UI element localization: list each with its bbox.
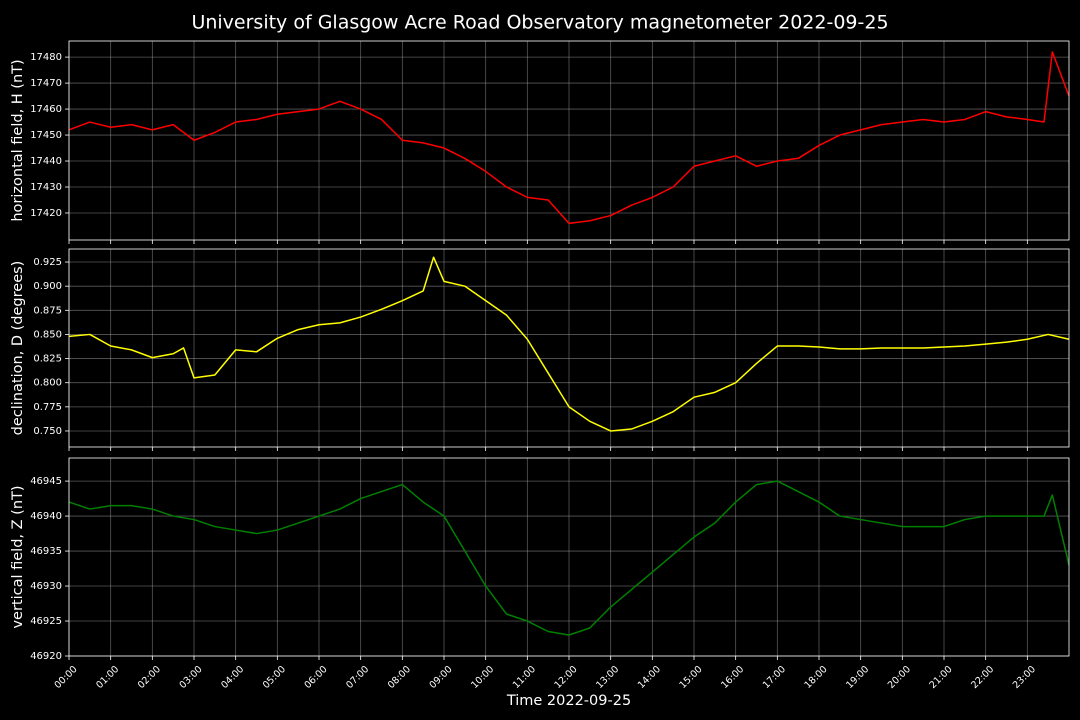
figure-title: University of Glasgow Acre Road Observat…	[191, 12, 888, 34]
axes-frame	[68, 457, 1070, 657]
y-axis-label: horizontal field, H (nT)	[10, 59, 26, 221]
y-tick-label: 0.775	[33, 402, 62, 413]
y-tick-label: 17480	[30, 52, 62, 63]
y-tick-label: 0.900	[33, 281, 62, 292]
axes-frame	[68, 40, 1070, 241]
y-tick-label: 0.850	[33, 329, 62, 340]
panel: 0.750 0.775 0.800 0.825 0.850 0.875 0.900 0.925…	[10, 248, 1070, 451]
y-tick-label: 46920	[30, 651, 62, 662]
y-tick-label: 17460	[30, 104, 62, 115]
y-axis-label: vertical field, Z (nT)	[10, 485, 26, 628]
y-tick-label: 46940	[30, 511, 62, 522]
data-line	[68, 51, 1070, 225]
axes-frame	[68, 248, 1070, 448]
data-line	[68, 256, 1070, 432]
data-line	[68, 480, 1070, 636]
y-tick-label: 0.925	[33, 257, 62, 268]
y-tick-label: 46945	[30, 476, 62, 487]
y-tick-label: 46930	[30, 581, 62, 592]
y-axis-label: declination, D (degrees)	[10, 261, 26, 436]
y-tick-label: 17470	[30, 78, 62, 89]
x-axis-label: Time 2022-09-25	[506, 693, 631, 709]
y-tick-label: 0.800	[33, 378, 62, 389]
y-tick-label: 17420	[30, 208, 62, 219]
y-tick-label: 17440	[30, 156, 62, 167]
y-tick-label: 46935	[30, 546, 62, 557]
y-tick-label: 0.825	[33, 354, 62, 365]
y-tick-label: 17430	[30, 182, 62, 193]
y-tick-label: 17450	[30, 130, 62, 141]
y-tick-label: 46925	[30, 616, 62, 627]
y-tick-label: 0.750	[33, 426, 62, 437]
y-tick-label: 0.875	[33, 305, 62, 316]
panel: 17420 17430 17440 17450 17460 17470 17480 horiz…	[10, 40, 1070, 244]
